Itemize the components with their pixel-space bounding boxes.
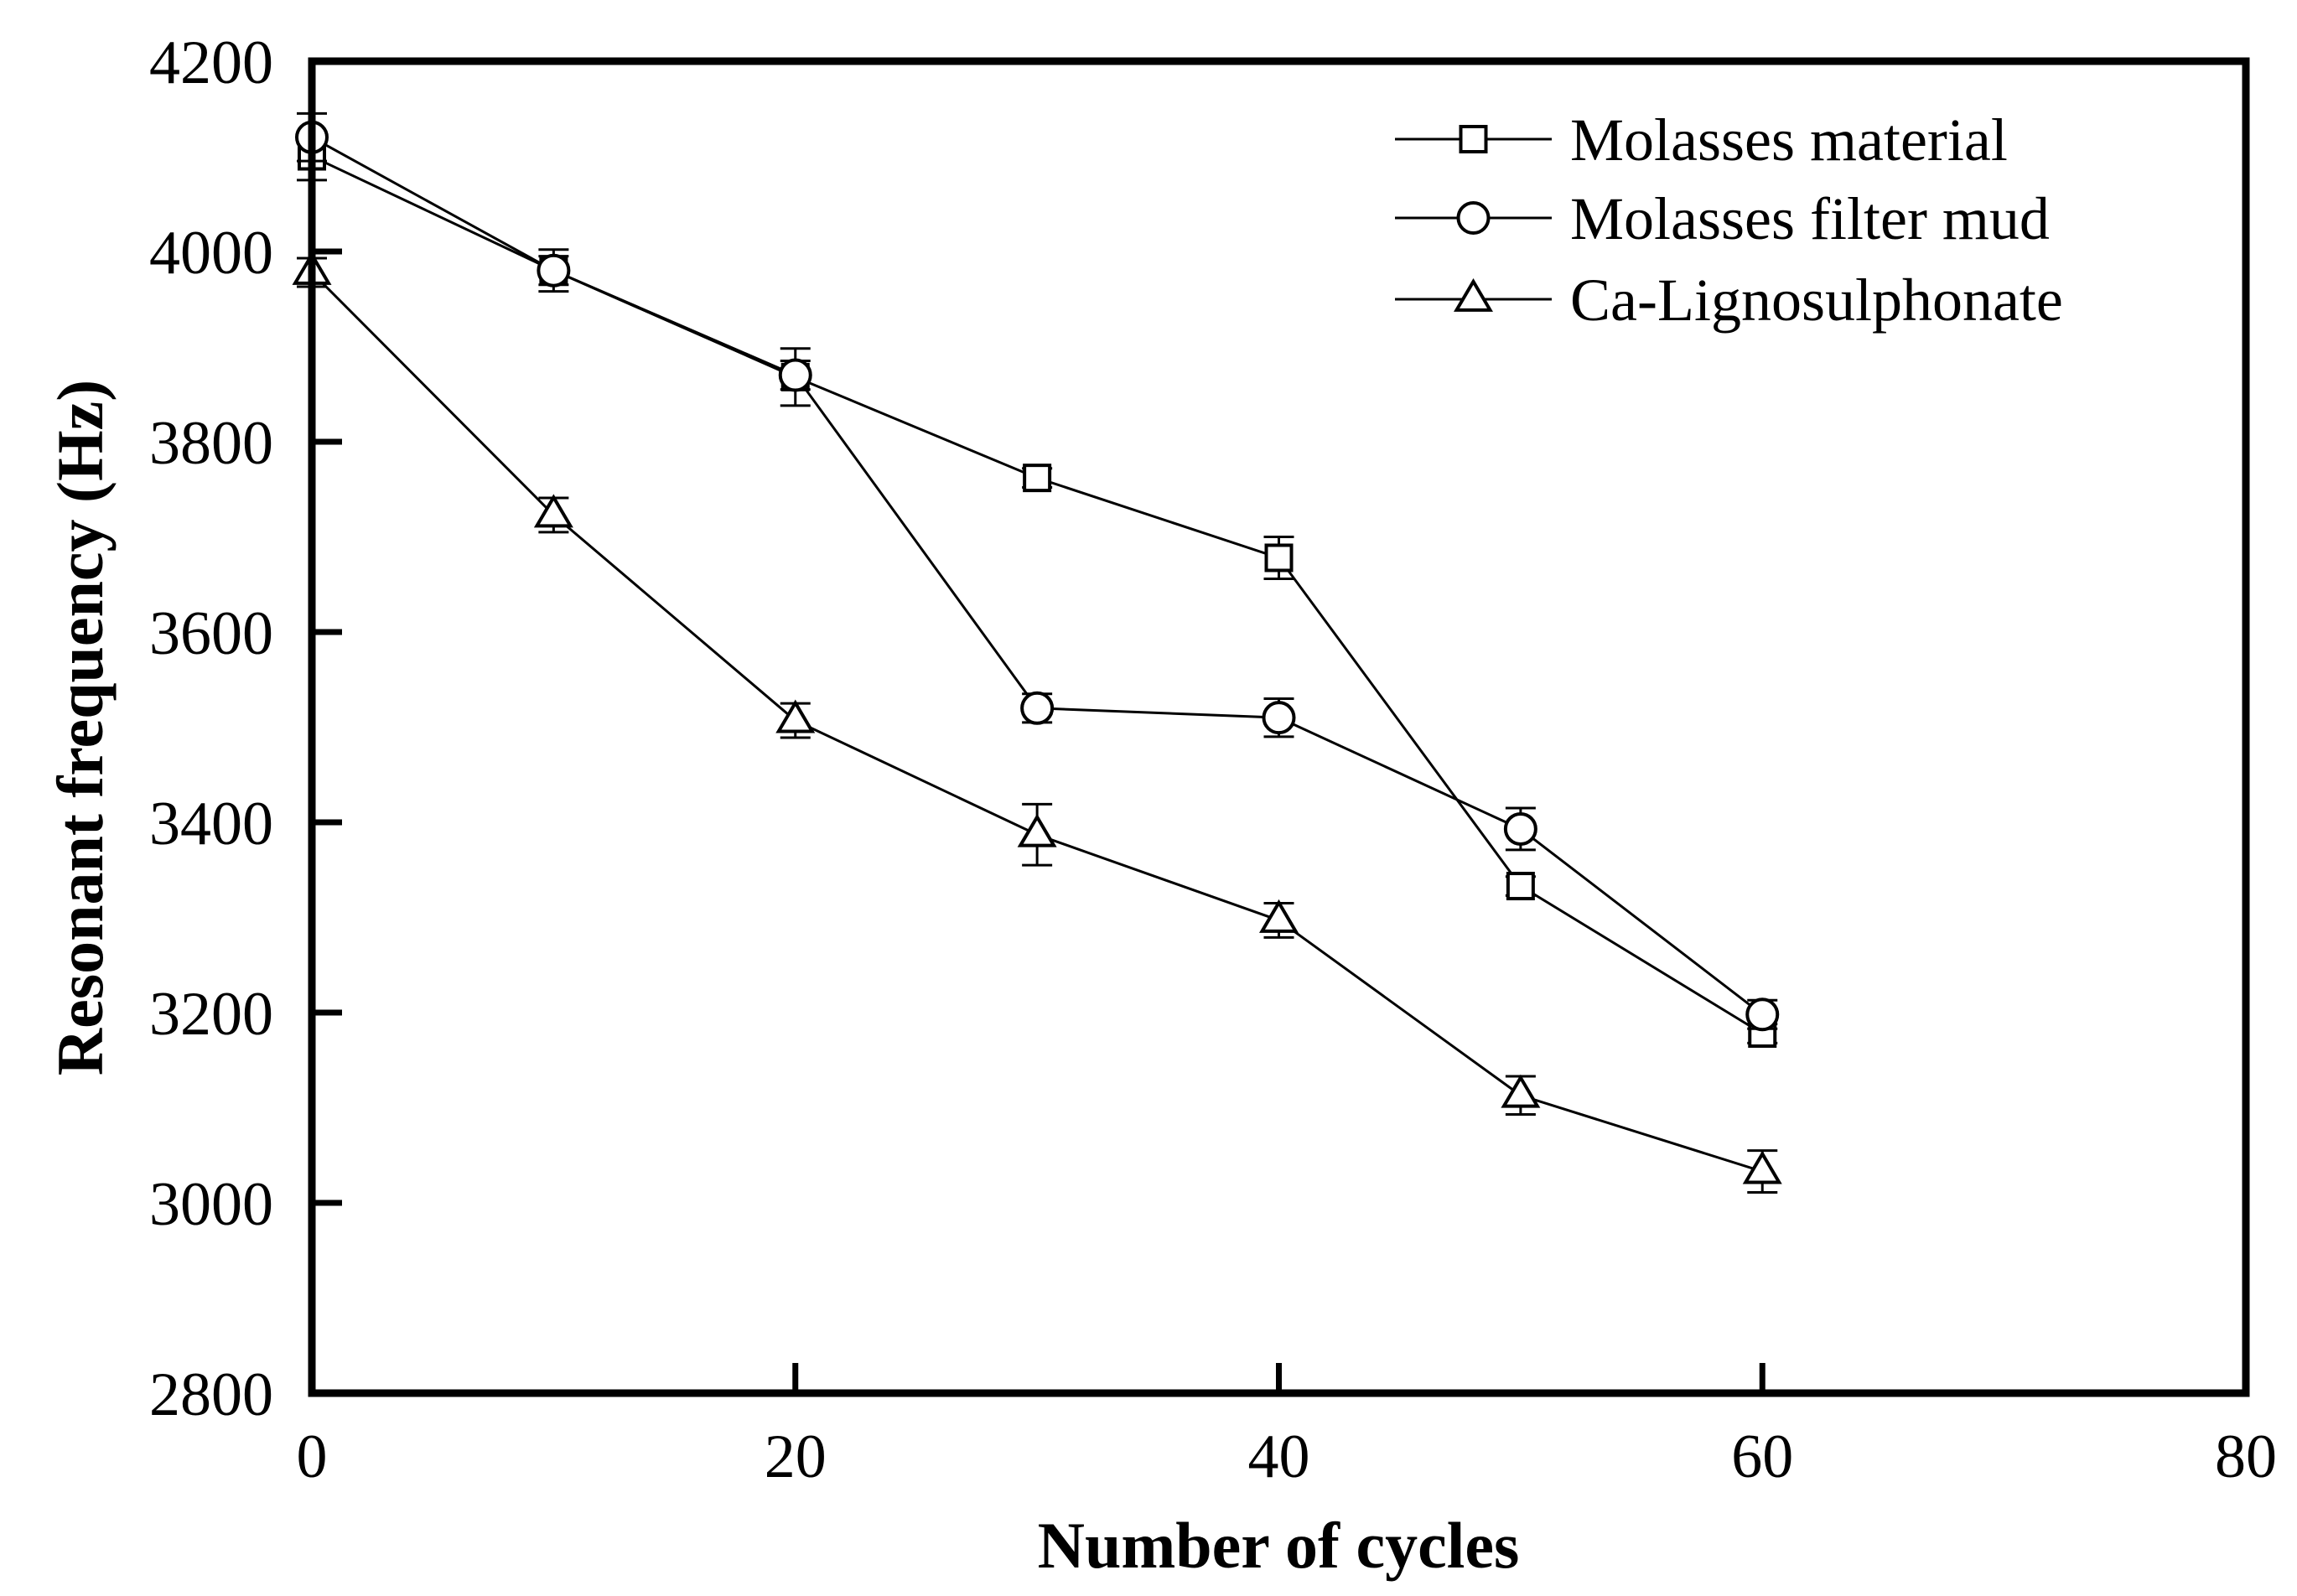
data-point-triangle — [1259, 899, 1299, 933]
y-tick-label: 4200 — [149, 28, 273, 97]
data-point-square — [1023, 464, 1052, 493]
y-tick-label: 2800 — [149, 1360, 273, 1429]
data-point-circle — [1503, 811, 1537, 846]
data-point-circle — [1262, 701, 1296, 735]
data-point-circle — [1020, 691, 1055, 725]
y-tick-label: 4000 — [149, 219, 273, 288]
y-axis-title: Resonant frequency (Hz) — [44, 380, 117, 1075]
plot-frame — [308, 57, 2250, 1397]
series-layer — [292, 111, 1782, 1194]
y-tick-label: 3400 — [149, 790, 273, 858]
series-circle — [295, 111, 1780, 1032]
data-point-circle — [778, 358, 812, 392]
ticks-layer: 0 20 40 60 80 2800 3000 3200 3400 3600 3800 4000 420… — [149, 28, 2277, 1491]
data-point-triangle — [1742, 1150, 1782, 1184]
data-point-circle — [537, 253, 571, 288]
legend-label: Ca-Lignosulphonate — [1570, 267, 2063, 334]
legend-item: Molasses filter mud — [1395, 185, 2050, 252]
x-tick-label: 80 — [2215, 1422, 2277, 1491]
legend-circle-icon — [1456, 201, 1491, 235]
legend-item: Molasses material — [1395, 106, 2008, 174]
legend-square-icon — [1459, 125, 1488, 153]
x-tick-label: 60 — [1731, 1422, 1793, 1491]
y-tick-label: 3600 — [149, 599, 273, 668]
data-point-square — [1506, 872, 1535, 901]
x-tick-label: 40 — [1248, 1422, 1310, 1491]
x-tick-label: 20 — [765, 1422, 827, 1491]
legend-item: Ca-Lignosulphonate — [1395, 267, 2063, 334]
data-point-triangle — [775, 699, 816, 733]
series-line — [311, 155, 1764, 1035]
x-axis-title: Number of cycles — [1038, 1509, 1520, 1582]
y-tick-label: 3200 — [149, 980, 273, 1049]
y-tick-label: 3800 — [149, 409, 273, 478]
legend-label: Molasses filter mud — [1570, 185, 2050, 252]
y-tick-label: 3000 — [149, 1170, 273, 1239]
data-point-square — [1264, 543, 1294, 573]
legend: Molasses material Molasses filter mud Ca-L… — [1395, 106, 2063, 334]
legend-label: Molasses material — [1570, 106, 2008, 174]
data-point-circle — [1745, 998, 1780, 1032]
series-square — [297, 131, 1778, 1048]
x-tick-label: 0 — [297, 1422, 328, 1491]
data-point-triangle — [533, 494, 573, 528]
data-point-triangle — [1501, 1074, 1541, 1108]
data-point-triangle — [1017, 813, 1057, 847]
series-line — [311, 136, 1764, 1016]
series-triangle — [292, 251, 1782, 1194]
legend-triangle-icon — [1454, 277, 1493, 312]
